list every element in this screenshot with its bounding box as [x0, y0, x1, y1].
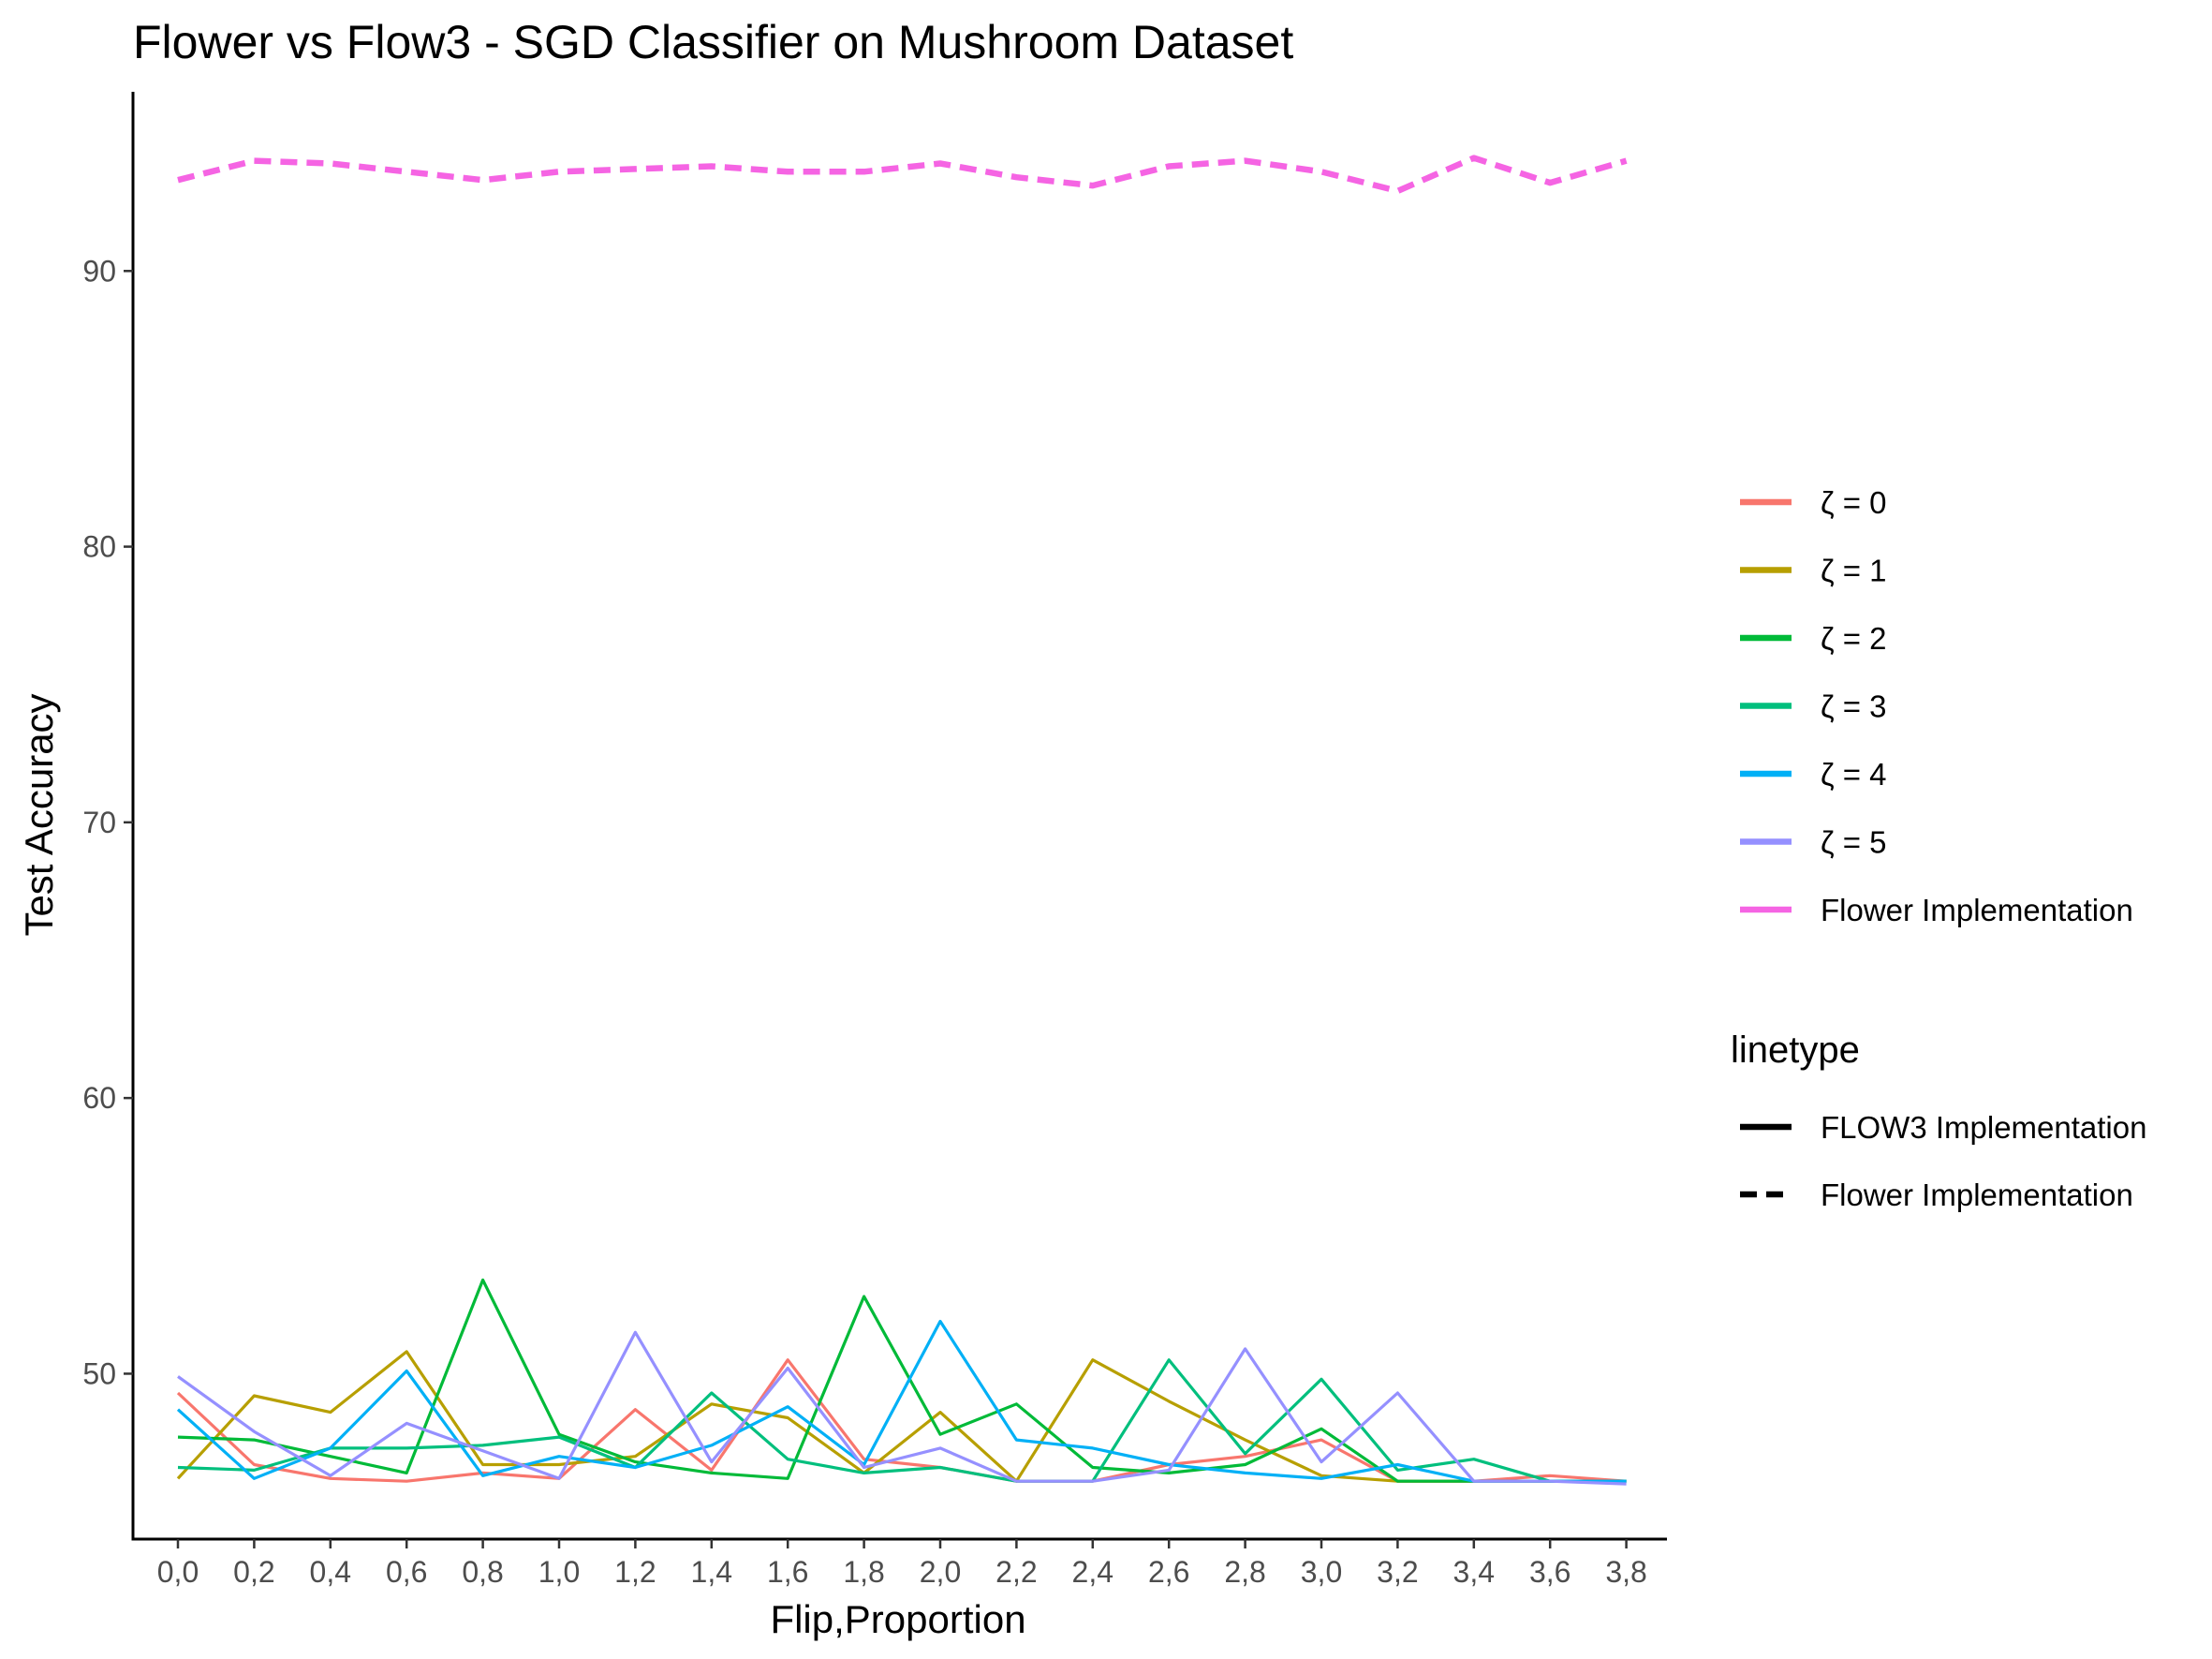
x-tick-label: 1,0 — [538, 1555, 580, 1589]
linetype-legend-label: Flower Implementation — [1821, 1178, 2133, 1212]
x-tick-label: 0,6 — [386, 1555, 427, 1589]
y-tick-label: 50 — [82, 1356, 116, 1390]
x-tick-label: 2,4 — [1072, 1555, 1113, 1589]
series-line-flower — [177, 155, 1628, 195]
legend-label: ζ = 4 — [1821, 757, 1887, 792]
x-tick-label: 2,6 — [1148, 1555, 1189, 1589]
axes-layer: 50 60 70 80 90 0,0 0,2 0,4 0,6 0,8 1,0 1,2 1,4 1,6 1,8… — [82, 92, 1667, 1589]
series-line-zeta-2 — [177, 1278, 1627, 1483]
x-tick-label: 1,6 — [767, 1555, 808, 1589]
x-tick-label: 3,6 — [1529, 1555, 1571, 1589]
x-tick-label: 3,0 — [1301, 1555, 1342, 1589]
x-tick-label: 0,0 — [157, 1555, 199, 1589]
x-tick-label: 2,2 — [995, 1555, 1037, 1589]
legend-label: ζ = 0 — [1821, 485, 1887, 520]
x-tick-label: 1,4 — [691, 1555, 732, 1589]
linetype-legend-label: FLOW3 Implementation — [1821, 1110, 2146, 1145]
x-tick-label: 2,8 — [1224, 1555, 1265, 1589]
series-line-zeta-0 — [176, 1358, 1627, 1483]
x-axis-title: Flip,Proportion — [770, 1597, 1025, 1641]
y-tick-label: 90 — [82, 254, 116, 288]
linetype-legend-title: linetype — [1731, 1029, 1860, 1071]
x-tick-label: 1,2 — [614, 1555, 656, 1589]
x-tick-label: 3,2 — [1377, 1555, 1418, 1589]
x-tick-label: 1,8 — [843, 1555, 884, 1589]
x-tick-label: 0,4 — [310, 1555, 351, 1589]
x-tick-label: 3,4 — [1453, 1555, 1495, 1589]
y-tick-label: 80 — [82, 530, 116, 564]
series-line-zeta-1 — [176, 1350, 1627, 1483]
legend-label: ζ = 3 — [1821, 689, 1887, 724]
legend-label: ζ = 5 — [1821, 825, 1887, 860]
y-tick-label: 60 — [82, 1081, 116, 1115]
x-tick-label: 3,8 — [1605, 1555, 1646, 1589]
y-axis-title: Test Accuracy — [17, 693, 61, 936]
x-tick-label: 0,8 — [462, 1555, 503, 1589]
legend-label: ζ = 2 — [1821, 621, 1887, 656]
series-layer — [176, 155, 1628, 1486]
legend-label: ζ = 1 — [1821, 554, 1887, 588]
x-tick-label: 2,0 — [920, 1555, 961, 1589]
series-line-zeta-3 — [177, 1358, 1627, 1483]
legend-label: Flower Implementation — [1821, 893, 2133, 927]
x-tick-label: 0,2 — [233, 1555, 274, 1589]
chart-title: Flower vs Flow3 - SGD Classifier on Mush… — [133, 16, 1293, 68]
legend: ζ = 0 ζ = 1 ζ = 2 ζ = 3 ζ = 4 ζ = 5 Flower Imp… — [1731, 485, 2146, 1212]
series-line-zeta-5 — [177, 1330, 1627, 1486]
y-tick-label: 70 — [82, 806, 116, 839]
series-line-zeta-4 — [176, 1319, 1627, 1483]
